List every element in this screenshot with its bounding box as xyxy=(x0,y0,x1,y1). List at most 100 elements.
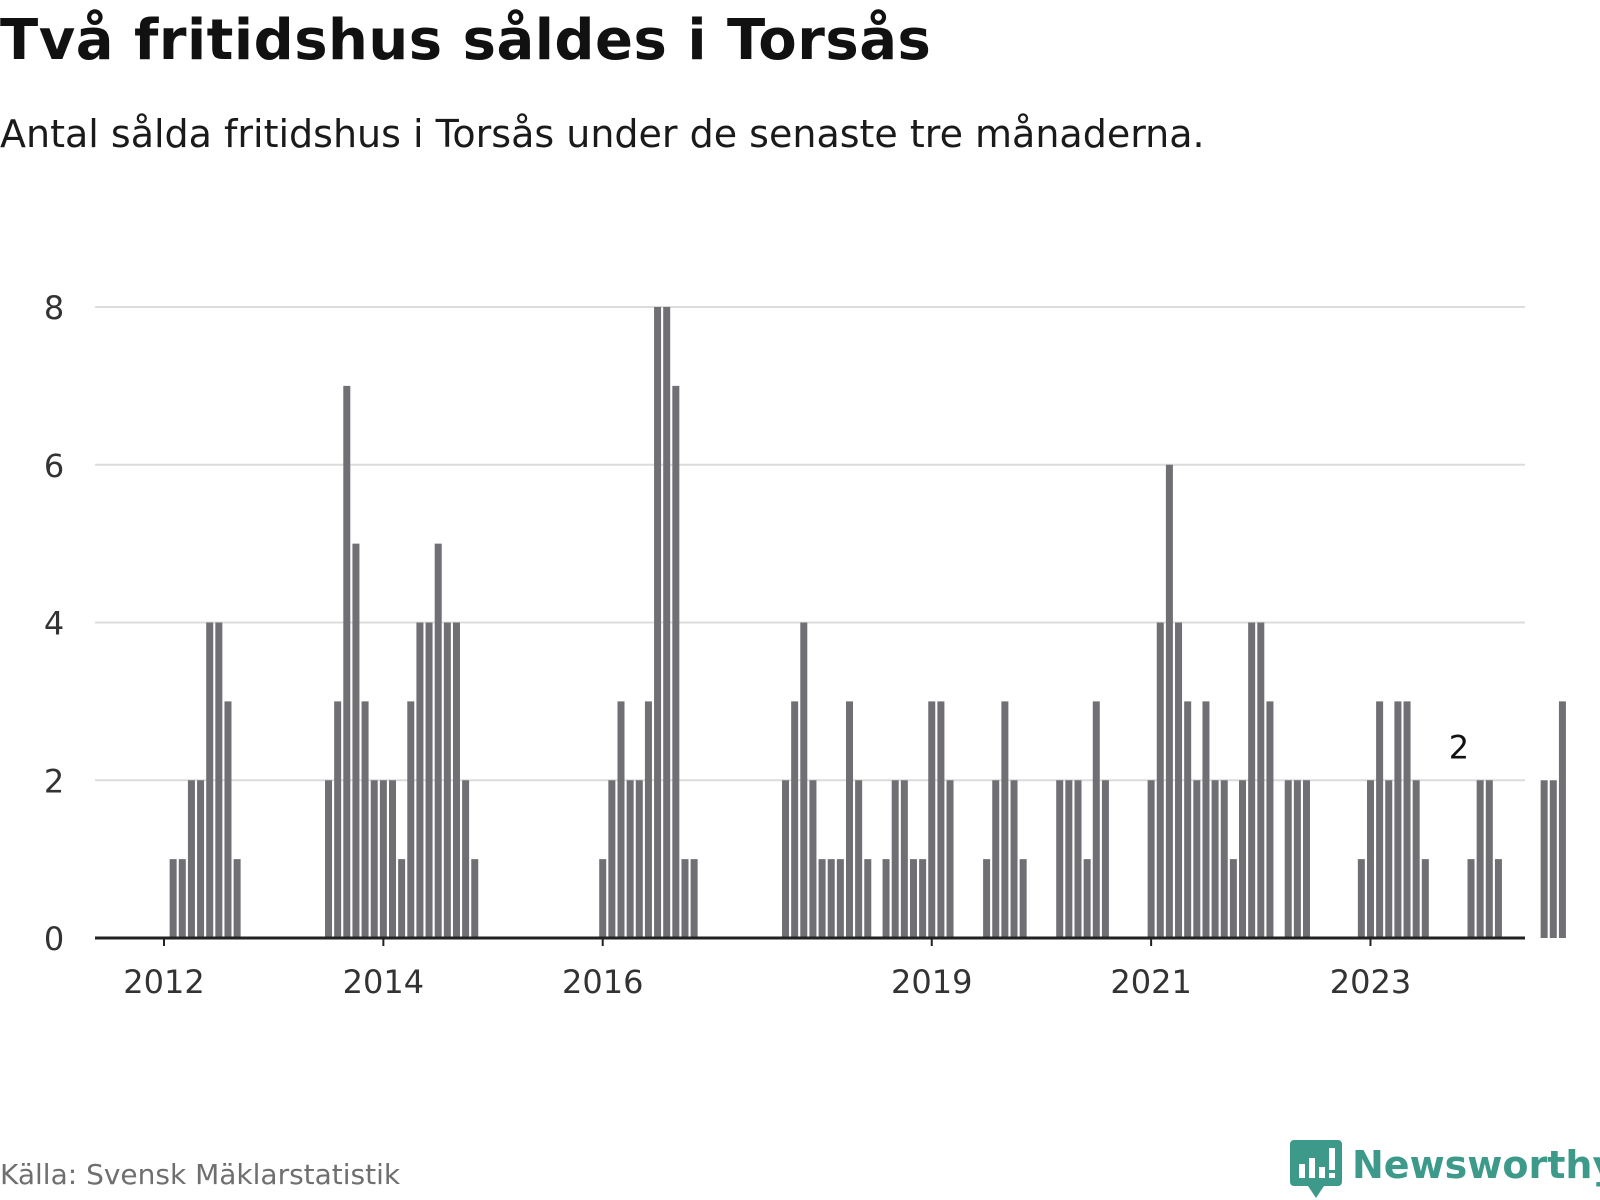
chart-subtitle: Antal sålda fritidshus i Torsås under de… xyxy=(0,112,1205,156)
bar xyxy=(1357,859,1365,939)
bar xyxy=(1083,859,1091,939)
bar xyxy=(1494,859,1502,939)
bar xyxy=(398,859,406,939)
bar xyxy=(663,307,671,938)
bar xyxy=(1202,701,1210,939)
bar xyxy=(900,780,908,938)
bar xyxy=(1412,780,1420,938)
bar xyxy=(1293,780,1301,938)
x-tick-label: 2012 xyxy=(123,963,204,1001)
bar xyxy=(1403,701,1411,939)
bar xyxy=(1366,780,1374,938)
y-tick-label: 0 xyxy=(44,920,64,958)
bar xyxy=(1074,780,1082,938)
bar xyxy=(919,859,927,939)
bar xyxy=(1211,780,1219,938)
bar xyxy=(178,859,186,939)
y-tick-label: 2 xyxy=(44,762,64,800)
bars xyxy=(169,307,1566,939)
y-tick-label: 4 xyxy=(44,605,64,643)
bar xyxy=(206,622,214,938)
axes: 0 2 4 6 8 2012 2014 2016 2019 2021 2023 xyxy=(44,289,1525,1001)
bar xyxy=(1421,859,1429,939)
bar xyxy=(654,307,662,938)
bar xyxy=(1092,701,1100,939)
bar xyxy=(443,622,451,938)
bar xyxy=(462,780,470,938)
bar xyxy=(1476,780,1484,938)
bar xyxy=(1220,780,1228,938)
bar xyxy=(983,859,991,939)
bar xyxy=(617,701,625,939)
bar xyxy=(855,780,863,938)
newsworthy-icon xyxy=(1290,1140,1342,1198)
bar xyxy=(891,780,899,938)
bar xyxy=(1001,701,1009,939)
bar xyxy=(672,385,680,939)
bar xyxy=(352,543,360,939)
bar xyxy=(782,780,790,938)
x-tick-label: 2019 xyxy=(891,963,972,1001)
bar xyxy=(846,701,853,939)
bar xyxy=(1056,780,1064,938)
bar xyxy=(809,780,817,938)
bar xyxy=(1248,622,1256,938)
bar xyxy=(1485,780,1493,938)
bar xyxy=(909,859,917,939)
bar xyxy=(407,701,415,939)
x-tick-label: 2016 xyxy=(562,963,643,1001)
bar xyxy=(1019,859,1027,939)
data-labels: 2 xyxy=(1446,725,1472,769)
bar xyxy=(946,780,954,938)
bar xyxy=(233,859,241,939)
bar xyxy=(681,859,689,939)
bar xyxy=(1229,859,1237,939)
bar xyxy=(836,859,844,939)
bar xyxy=(169,859,177,939)
bar xyxy=(1266,701,1274,939)
bar xyxy=(1549,780,1557,938)
bar xyxy=(818,859,826,939)
x-tick-label: 2021 xyxy=(1110,963,1191,1001)
bar xyxy=(1165,464,1173,938)
y-tick-label: 6 xyxy=(44,447,64,485)
bar xyxy=(1193,780,1201,938)
x-tick-label: 2023 xyxy=(1330,963,1411,1001)
y-tick-label: 8 xyxy=(44,289,64,327)
bar xyxy=(1175,622,1183,938)
bar xyxy=(379,780,387,938)
bar xyxy=(224,701,232,939)
bar xyxy=(1558,701,1566,939)
bar xyxy=(1239,780,1247,938)
bar xyxy=(425,622,433,938)
bar xyxy=(1540,780,1548,938)
bar xyxy=(215,622,223,938)
source-note: Källa: Svensk Mäklarstatistik xyxy=(0,1158,401,1191)
chart-title: Två fritidshus såldes i Torsås xyxy=(0,8,932,73)
bar xyxy=(928,701,936,939)
bar xyxy=(599,859,607,939)
bar xyxy=(882,859,890,939)
bar xyxy=(1303,780,1310,938)
bar xyxy=(626,780,634,938)
bar xyxy=(992,780,1000,938)
bar xyxy=(1010,780,1018,938)
bar xyxy=(937,701,945,939)
gridlines xyxy=(95,306,1525,782)
bar xyxy=(690,859,698,939)
bar xyxy=(864,859,872,939)
bar xyxy=(389,780,396,938)
bar xyxy=(1284,780,1292,938)
bar xyxy=(361,701,369,939)
bar xyxy=(197,780,205,938)
bar xyxy=(343,385,351,939)
bar xyxy=(1376,701,1384,939)
x-tick-label: 2014 xyxy=(343,963,424,1001)
bar xyxy=(635,780,643,938)
bar xyxy=(416,622,424,938)
bar xyxy=(471,859,479,939)
bar xyxy=(827,859,835,939)
bar xyxy=(452,622,460,938)
highlight-value-label: 2 xyxy=(1449,728,1469,766)
